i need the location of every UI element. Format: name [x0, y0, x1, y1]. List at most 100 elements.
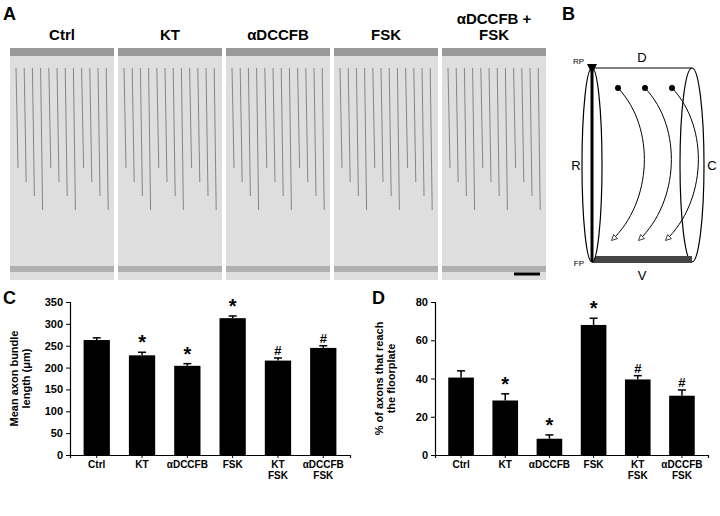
y-axis-line [66, 303, 71, 456]
y-tick-mark [66, 411, 70, 412]
x-tick: αDCCFB [529, 455, 570, 470]
x-tick-mark [505, 455, 506, 458]
y-tick-mark [66, 324, 70, 325]
x-tick: FSK [223, 455, 244, 470]
axon-texture [522, 68, 524, 182]
error-bar [93, 338, 101, 340]
axon-texture [240, 68, 242, 182]
axon-trajectory [612, 88, 644, 240]
micrograph [442, 48, 546, 280]
y-tick-label: 40 [416, 373, 428, 385]
axon-texture [464, 68, 466, 196]
axon-texture [365, 68, 367, 210]
axon-texture [65, 68, 67, 196]
micrograph-bottom-band [118, 266, 222, 272]
y-tick: 0 [422, 449, 435, 461]
y-tick-label: 350 [45, 296, 63, 308]
y-tick: 100 [45, 405, 70, 417]
axon-texture [24, 68, 26, 182]
axon-texture [340, 68, 342, 168]
axon-texture [456, 68, 458, 182]
bar [174, 366, 200, 455]
x-tick-label: Ctrl [88, 459, 105, 470]
roof-plate-mark [587, 64, 597, 74]
micrograph-top-band [10, 48, 114, 56]
axon-texture [181, 68, 183, 210]
axon-texture [473, 68, 475, 210]
y-tick-label: 200 [45, 362, 63, 374]
x-tick: FSK [584, 455, 605, 470]
x-tick-label: Ctrl [452, 459, 469, 470]
axon-texture [389, 68, 391, 196]
x-tick-mark [232, 455, 233, 458]
axon-trajectory [639, 88, 671, 240]
axon-texture [198, 68, 200, 182]
axon-texture [90, 68, 92, 182]
scale-bar [514, 273, 540, 276]
y-tick-label: 0 [57, 449, 63, 461]
axon-texture [206, 68, 208, 196]
axon-texture [57, 68, 59, 182]
x-tick: KTFSK [628, 455, 649, 481]
axon-texture [98, 68, 100, 196]
axon-texture [373, 68, 375, 168]
bar [537, 439, 563, 455]
significance-mark: * [138, 331, 146, 353]
x-tick-mark [142, 455, 143, 458]
error-bar-cap [93, 337, 101, 339]
y-tick: 60 [416, 334, 435, 346]
axis-direction-label: R [571, 158, 580, 173]
micrograph-frame [442, 48, 546, 280]
axon-texture [157, 68, 159, 168]
y-tick-mark [66, 389, 70, 390]
micrograph [334, 48, 438, 280]
significance-mark: * [229, 295, 237, 317]
y-tick: 150 [45, 383, 70, 395]
micrograph-frame [10, 48, 114, 280]
y-tick-mark [66, 346, 70, 347]
error-bar [634, 376, 642, 380]
y-tick: 40 [416, 373, 435, 385]
axon-texture [381, 68, 383, 182]
x-tick-mark [549, 455, 550, 458]
axon-texture [124, 68, 126, 168]
axon-texture [322, 68, 324, 210]
micrograph-frame [226, 48, 330, 280]
panel-b: BDVRCRPFP [562, 4, 717, 283]
axon-texture [530, 68, 532, 196]
x-tick: Ctrl [452, 455, 469, 470]
x-tick-label: KT [135, 459, 148, 470]
bar [310, 348, 336, 455]
y-tick-mark [431, 417, 435, 418]
axis-direction-label: D [637, 50, 646, 65]
bar [492, 400, 518, 455]
x-tick-label: αDCCFB [167, 459, 208, 470]
y-tick-label: 20 [416, 411, 428, 423]
y-tick-mark [66, 455, 70, 456]
micrograph-top-band [118, 48, 222, 56]
significance-mark: # [320, 331, 328, 346]
axon-texture [173, 68, 175, 196]
y-tick-label: 80 [416, 296, 428, 308]
y-tick: 300 [45, 318, 70, 330]
plot-area [448, 318, 694, 455]
y-tick-label: 300 [45, 318, 63, 330]
x-tick-mark [323, 455, 324, 458]
condition-label: αDCCFB [247, 26, 309, 43]
panel-label: D [372, 288, 385, 308]
axon-texture [248, 68, 250, 196]
bar [265, 361, 291, 455]
bar [669, 396, 695, 455]
significance-mark: * [546, 414, 554, 436]
x-tick-mark [681, 455, 682, 458]
x-tick-mark [187, 455, 188, 458]
axon-texture [314, 68, 316, 196]
y-tick: 50 [51, 427, 70, 439]
micrograph-frame [334, 48, 438, 280]
axon-texture [406, 68, 408, 168]
y-tick-mark [431, 340, 435, 341]
micrograph [118, 48, 222, 280]
error-bar-stem [681, 390, 683, 396]
midline [591, 68, 594, 262]
y-tick-label: 60 [416, 334, 428, 346]
